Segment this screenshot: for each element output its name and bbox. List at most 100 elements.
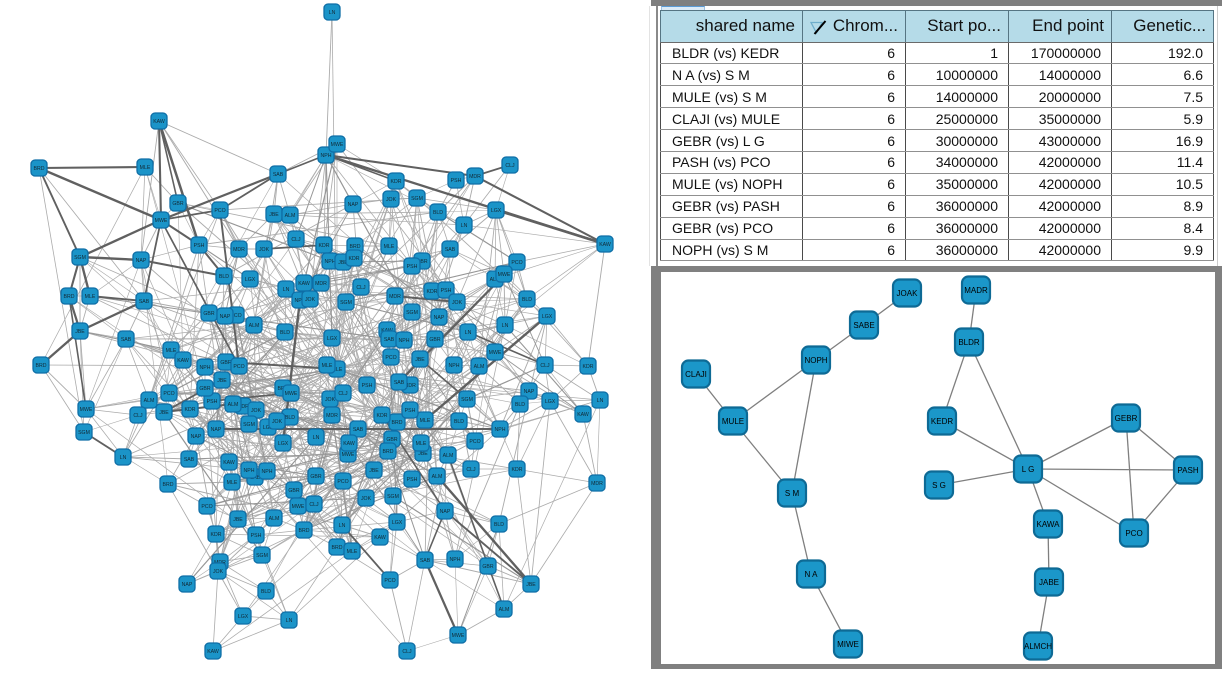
svg-text:GBR: GBR xyxy=(288,488,299,494)
svg-text:LN: LN xyxy=(313,435,320,441)
svg-text:PCO: PCO xyxy=(201,504,212,510)
svg-text:JOK: JOK xyxy=(452,300,463,306)
svg-text:BRD: BRD xyxy=(163,482,174,488)
svg-text:LGX: LGX xyxy=(263,425,274,431)
svg-text:MDR: MDR xyxy=(237,404,249,410)
svg-text:KAW: KAW xyxy=(374,535,386,541)
svg-text:SGM: SGM xyxy=(78,430,90,436)
svg-text:PSH: PSH xyxy=(407,477,418,483)
svg-text:CLJ: CLJ xyxy=(505,163,515,169)
svg-text:ALM: ALM xyxy=(144,398,155,404)
svg-text:MWE: MWE xyxy=(80,407,93,413)
svg-text:BLD: BLD xyxy=(494,522,504,528)
svg-text:LN: LN xyxy=(502,323,509,329)
svg-text:PSH: PSH xyxy=(441,288,452,294)
svg-text:NPH: NPH xyxy=(399,338,410,344)
svg-text:LN: LN xyxy=(461,223,468,229)
svg-text:NAP: NAP xyxy=(136,258,147,264)
svg-text:PSH: PSH xyxy=(194,243,205,249)
svg-text:SGM: SGM xyxy=(387,494,399,500)
svg-text:MDR: MDR xyxy=(469,174,481,180)
svg-text:JOK: JOK xyxy=(361,496,372,502)
svg-text:BRD: BRD xyxy=(383,449,394,455)
svg-text:JBE: JBE xyxy=(418,451,428,457)
svg-text:SAB: SAB xyxy=(384,337,395,343)
svg-text:SAB: SAB xyxy=(353,427,364,433)
svg-text:MDR: MDR xyxy=(315,281,327,287)
svg-text:PSH: PSH xyxy=(362,383,373,389)
svg-text:PCO: PCO xyxy=(163,391,174,397)
svg-text:PSH: PSH xyxy=(451,178,462,184)
svg-text:KDR: KDR xyxy=(319,243,330,249)
svg-text:SGM: SGM xyxy=(461,397,473,403)
svg-text:SGM: SGM xyxy=(411,196,423,202)
svg-text:KAW: KAW xyxy=(343,441,355,447)
svg-text:MWE: MWE xyxy=(498,272,511,278)
svg-text:ALM: ALM xyxy=(285,213,296,219)
svg-text:BRD: BRD xyxy=(299,528,310,534)
svg-text:GBR: GBR xyxy=(199,386,210,392)
svg-text:NAP: NAP xyxy=(220,314,231,320)
svg-text:JBE: JBE xyxy=(75,329,85,335)
svg-text:JBE: JBE xyxy=(369,468,379,474)
svg-text:NAP: NAP xyxy=(440,509,451,515)
svg-text:MDR: MDR xyxy=(233,247,245,253)
svg-text:LN: LN xyxy=(283,287,290,293)
svg-text:KDR: KDR xyxy=(391,179,402,185)
svg-text:ALM: ALM xyxy=(269,516,280,522)
svg-text:GBR: GBR xyxy=(220,360,231,366)
svg-text:JBE: JBE xyxy=(415,357,425,363)
svg-text:LN: LN xyxy=(120,455,127,461)
svg-text:KDR: KDR xyxy=(349,256,360,262)
svg-text:GBR: GBR xyxy=(429,337,440,343)
svg-text:SAB: SAB xyxy=(121,337,132,343)
svg-text:KAW: KAW xyxy=(223,460,235,466)
svg-text:KAW: KAW xyxy=(153,119,165,125)
svg-text:ALM: ALM xyxy=(490,277,501,283)
svg-text:BRD: BRD xyxy=(392,420,403,426)
svg-text:SAB: SAB xyxy=(394,380,405,386)
svg-text:CLJ: CLJ xyxy=(356,285,366,291)
svg-text:SGM: SGM xyxy=(74,255,86,261)
svg-text:LGX: LGX xyxy=(392,520,403,526)
svg-text:BRD: BRD xyxy=(64,294,75,300)
svg-text:JOK: JOK xyxy=(213,569,224,575)
svg-text:BLD: BLD xyxy=(261,589,271,595)
svg-text:KDR: KDR xyxy=(512,467,523,473)
svg-text:KAW: KAW xyxy=(577,412,589,418)
svg-text:BLD: BLD xyxy=(522,297,532,303)
svg-text:ALM: ALM xyxy=(443,453,454,459)
svg-text:NAP: NAP xyxy=(182,582,193,588)
svg-text:CLJ: CLJ xyxy=(466,467,476,473)
svg-text:JOK: JOK xyxy=(386,197,397,203)
svg-text:PCO: PCO xyxy=(233,364,244,370)
svg-text:LGX: LGX xyxy=(245,277,256,283)
svg-text:CLJ: CLJ xyxy=(402,649,412,655)
svg-text:NAP: NAP xyxy=(348,202,359,208)
svg-text:LGX: LGX xyxy=(545,399,556,405)
svg-text:MLE: MLE xyxy=(347,549,358,555)
svg-text:KAW: KAW xyxy=(207,649,219,655)
svg-text:MDR: MDR xyxy=(404,383,416,389)
svg-text:NPH: NPH xyxy=(244,468,255,474)
svg-text:MLE: MLE xyxy=(420,418,431,424)
svg-text:SGM: SGM xyxy=(256,553,268,559)
svg-text:KAW: KAW xyxy=(298,281,310,287)
svg-text:PCO: PCO xyxy=(337,479,348,485)
svg-text:MWE: MWE xyxy=(342,452,355,458)
svg-text:PCO: PCO xyxy=(469,439,480,445)
svg-text:KAW: KAW xyxy=(177,358,189,364)
svg-text:PCO: PCO xyxy=(230,313,241,319)
svg-text:LGX: LGX xyxy=(542,314,553,320)
svg-text:LN: LN xyxy=(339,523,346,529)
svg-text:JOK: JOK xyxy=(325,397,336,403)
svg-text:MDR: MDR xyxy=(591,481,603,487)
svg-text:MLE: MLE xyxy=(332,367,343,373)
svg-text:NPH: NPH xyxy=(450,557,461,563)
svg-text:GBR: GBR xyxy=(310,474,321,480)
svg-text:JBE: JBE xyxy=(338,260,348,266)
svg-text:SGM: SGM xyxy=(406,310,418,316)
svg-text:PSH: PSH xyxy=(405,408,416,414)
svg-text:NPH: NPH xyxy=(321,153,332,159)
svg-text:MWE: MWE xyxy=(331,142,344,148)
